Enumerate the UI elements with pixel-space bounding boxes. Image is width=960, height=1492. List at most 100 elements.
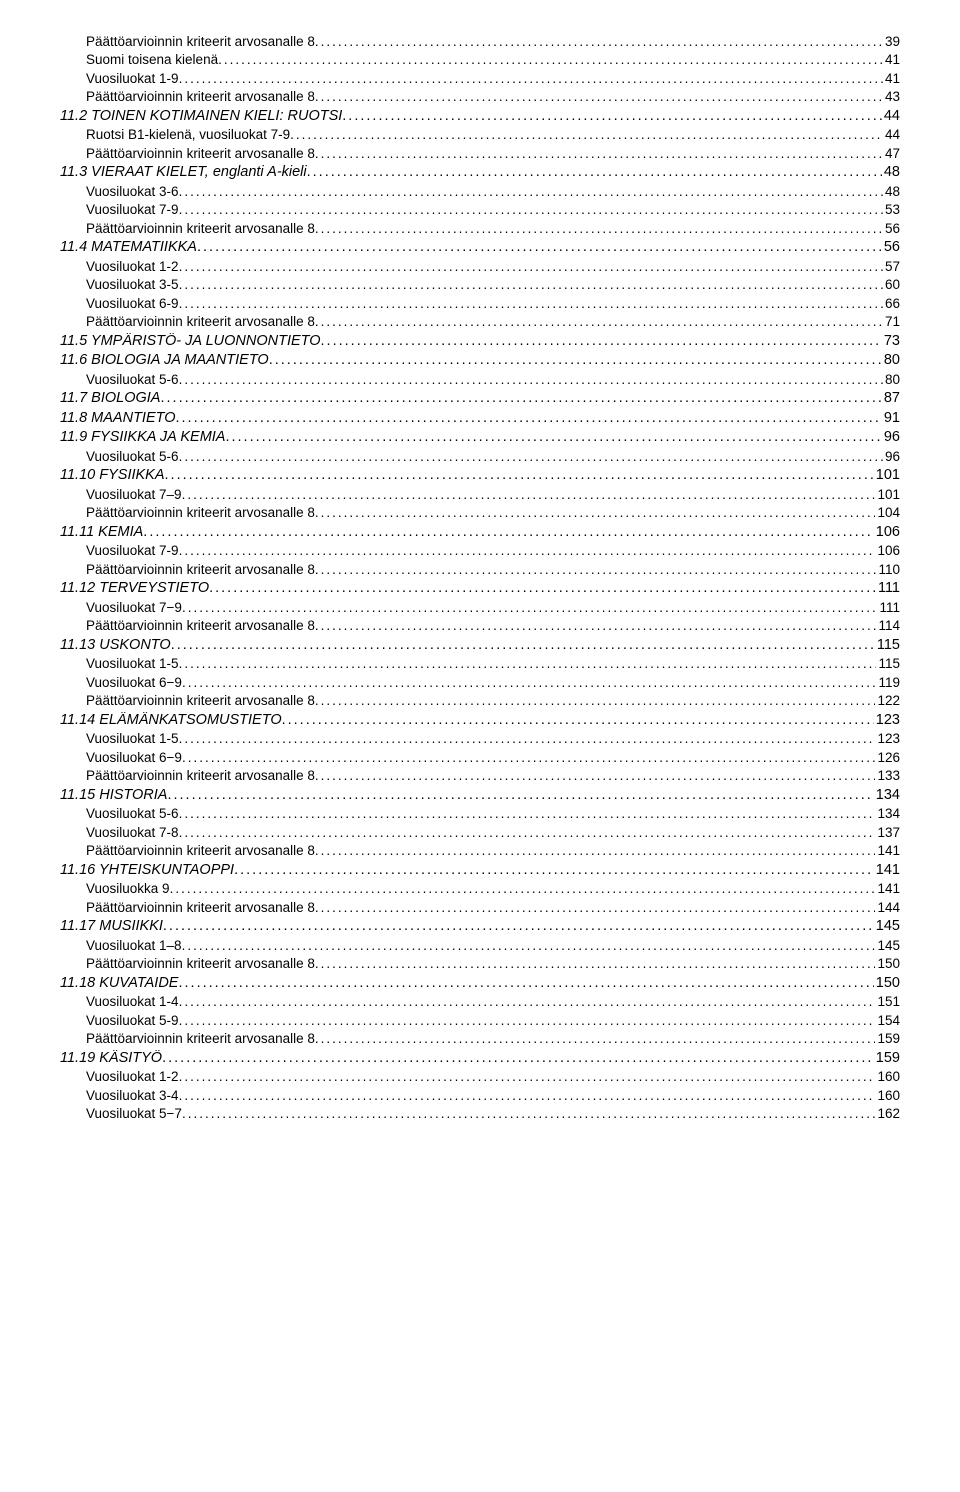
toc-page-number: 114 bbox=[876, 618, 900, 633]
toc-leader-dots bbox=[182, 487, 876, 502]
toc-page-number: 47 bbox=[883, 146, 900, 161]
toc-line: Päättöarvioinnin kriteerit arvosanalle 8… bbox=[60, 768, 900, 783]
toc-leader-dots bbox=[315, 618, 877, 633]
toc-page: Päättöarvioinnin kriteerit arvosanalle 8… bbox=[0, 0, 960, 1155]
toc-leader-dots bbox=[179, 994, 876, 1009]
toc-page-number: 44 bbox=[882, 108, 900, 124]
toc-label: Vuosiluokat 5-9 bbox=[86, 1013, 179, 1028]
toc-line: Vuosiluokat 6-966 bbox=[60, 296, 900, 311]
toc-label: 11.7 BIOLOGIA bbox=[60, 390, 160, 406]
toc-page-number: 162 bbox=[875, 1106, 900, 1121]
toc-leader-dots bbox=[179, 1088, 876, 1103]
toc-page-number: 53 bbox=[883, 202, 900, 217]
toc-page-number: 91 bbox=[882, 410, 900, 426]
toc-label: Vuosiluokat 5-6 bbox=[86, 449, 179, 464]
toc-page-number: 141 bbox=[875, 843, 900, 858]
toc-leader-dots bbox=[182, 1106, 876, 1121]
toc-page-number: 39 bbox=[883, 34, 900, 49]
toc-label: Vuosiluokat 6−9 bbox=[86, 750, 182, 765]
toc-label: 11.14 ELÄMÄNKATSOMUSTIETO bbox=[60, 712, 282, 728]
toc-page-number: 122 bbox=[875, 693, 900, 708]
toc-label: Päättöarvioinnin kriteerit arvosanalle 8 bbox=[86, 89, 315, 104]
toc-line: Päättöarvioinnin kriteerit arvosanalle 8… bbox=[60, 562, 900, 577]
toc-line: Vuosiluokka 9 141 bbox=[60, 881, 900, 896]
toc-page-number: 151 bbox=[875, 994, 900, 1009]
toc-leader-dots bbox=[182, 938, 876, 953]
toc-page-number: 56 bbox=[882, 239, 900, 255]
toc-line: Vuosiluokat 5-680 bbox=[60, 372, 900, 387]
toc-label: 11.19 KÄSITYÖ bbox=[60, 1050, 162, 1066]
toc-label: Päättöarvioinnin kriteerit arvosanalle 8 bbox=[86, 314, 315, 329]
toc-line: 11.10 FYSIIKKA 101 bbox=[60, 467, 900, 483]
toc-leader-dots bbox=[179, 259, 883, 274]
toc-leader-dots bbox=[179, 449, 883, 464]
toc-label: Vuosiluokat 1-2 bbox=[86, 259, 179, 274]
toc-leader-dots bbox=[179, 1069, 876, 1084]
toc-page-number: 134 bbox=[875, 806, 900, 821]
toc-page-number: 126 bbox=[875, 750, 900, 765]
toc-leader-dots bbox=[171, 637, 875, 653]
toc-page-number: 104 bbox=[875, 505, 900, 520]
toc-leader-dots bbox=[179, 296, 883, 311]
toc-leader-dots bbox=[167, 787, 873, 803]
toc-line: 11.15 HISTORIA134 bbox=[60, 787, 900, 803]
toc-page-number: 96 bbox=[882, 429, 900, 445]
toc-line: Vuosiluokat 3-560 bbox=[60, 277, 900, 292]
toc-page-number: 48 bbox=[882, 164, 900, 180]
toc-page-number: 145 bbox=[875, 938, 900, 953]
toc-line: Suomi toisena kielenä41 bbox=[60, 52, 900, 67]
toc-leader-dots bbox=[315, 1031, 876, 1046]
toc-line: Vuosiluokat 5−7162 bbox=[60, 1106, 900, 1121]
toc-line: Vuosiluokat 6−9 126 bbox=[60, 750, 900, 765]
toc-line: Vuosiluokat 1-941 bbox=[60, 71, 900, 86]
toc-page-number: 101 bbox=[874, 467, 900, 483]
toc-line: Päättöarvioinnin kriteerit arvosanalle 8… bbox=[60, 1031, 900, 1046]
toc-page-number: 133 bbox=[875, 768, 900, 783]
toc-label: 11.10 FYSIIKKA bbox=[60, 467, 165, 483]
toc-page-number: 66 bbox=[883, 296, 900, 311]
toc-label: Vuosiluokat 5-6 bbox=[86, 372, 179, 387]
toc-line: 11.18 KUVATAIDE150 bbox=[60, 975, 900, 991]
toc-label: Vuosiluokka 9 bbox=[86, 881, 170, 896]
toc-label: Vuosiluokat 6−9 bbox=[86, 675, 182, 690]
toc-page-number: 106 bbox=[875, 543, 900, 558]
toc-leader-dots bbox=[342, 108, 882, 124]
toc-line: Päättöarvioinnin kriteerit arvosanalle 8… bbox=[60, 89, 900, 104]
toc-label: Ruotsi B1-kielenä, vuosiluokat 7-9 bbox=[86, 127, 290, 142]
toc-line: Ruotsi B1-kielenä, vuosiluokat 7-944 bbox=[60, 127, 900, 142]
toc-label: 11.5 YMPÄRISTÖ- JA LUONNONTIETO bbox=[60, 333, 321, 349]
toc-leader-dots bbox=[179, 202, 883, 217]
toc-line: Päättöarvioinnin kriteerit arvosanalle 8… bbox=[60, 146, 900, 161]
toc-leader-dots bbox=[182, 675, 877, 690]
toc-label: Päättöarvioinnin kriteerit arvosanalle 8 bbox=[86, 1031, 315, 1046]
toc-page-number: 141 bbox=[875, 881, 900, 896]
toc-line: Päättöarvioinnin kriteerit arvosanalle 8… bbox=[60, 314, 900, 329]
toc-line: Päättöarvioinnin kriteerit arvosanalle 8… bbox=[60, 505, 900, 520]
toc-page-number: 111 bbox=[876, 580, 900, 596]
toc-label: 11.18 KUVATAIDE bbox=[60, 975, 178, 991]
toc-label: Vuosiluokat 1-9 bbox=[86, 71, 179, 86]
toc-page-number: 56 bbox=[883, 221, 900, 236]
toc-line: 11.5 YMPÄRISTÖ- JA LUONNONTIETO73 bbox=[60, 333, 900, 349]
toc-line: Vuosiluokat 7-8137 bbox=[60, 825, 900, 840]
toc-line: Päättöarvioinnin kriteerit arvosanalle 8… bbox=[60, 900, 900, 915]
toc-leader-dots bbox=[315, 562, 877, 577]
toc-line: Vuosiluokat 7−9111 bbox=[60, 600, 900, 615]
toc-label: Päättöarvioinnin kriteerit arvosanalle 8 bbox=[86, 956, 315, 971]
toc-label: Vuosiluokat 7-8 bbox=[86, 825, 179, 840]
toc-line: Vuosiluokat 1-4151 bbox=[60, 994, 900, 1009]
toc-label: Vuosiluokat 3-6 bbox=[86, 184, 179, 199]
toc-leader-dots bbox=[179, 71, 883, 86]
toc-leader-dots bbox=[315, 900, 876, 915]
toc-page-number: 119 bbox=[876, 675, 900, 690]
toc-line: 11.2 TOINEN KOTIMAINEN KIELI: RUOTSI44 bbox=[60, 108, 900, 124]
toc-label: 11.12 TERVEYSTIETO bbox=[60, 580, 209, 596]
toc-line: Vuosiluokat 1-5123 bbox=[60, 731, 900, 746]
toc-label: Päättöarvioinnin kriteerit arvosanalle 8 bbox=[86, 900, 315, 915]
toc-line: Päättöarvioinnin kriteerit arvosanalle 8… bbox=[60, 618, 900, 633]
toc-line: Vuosiluokat 1-2160 bbox=[60, 1069, 900, 1084]
toc-label: 11.8 MAANTIETO bbox=[60, 410, 176, 426]
toc-leader-dots bbox=[197, 239, 882, 255]
toc-line: Päättöarvioinnin kriteerit arvosanalle 8… bbox=[60, 34, 900, 49]
toc-leader-dots bbox=[209, 580, 876, 596]
